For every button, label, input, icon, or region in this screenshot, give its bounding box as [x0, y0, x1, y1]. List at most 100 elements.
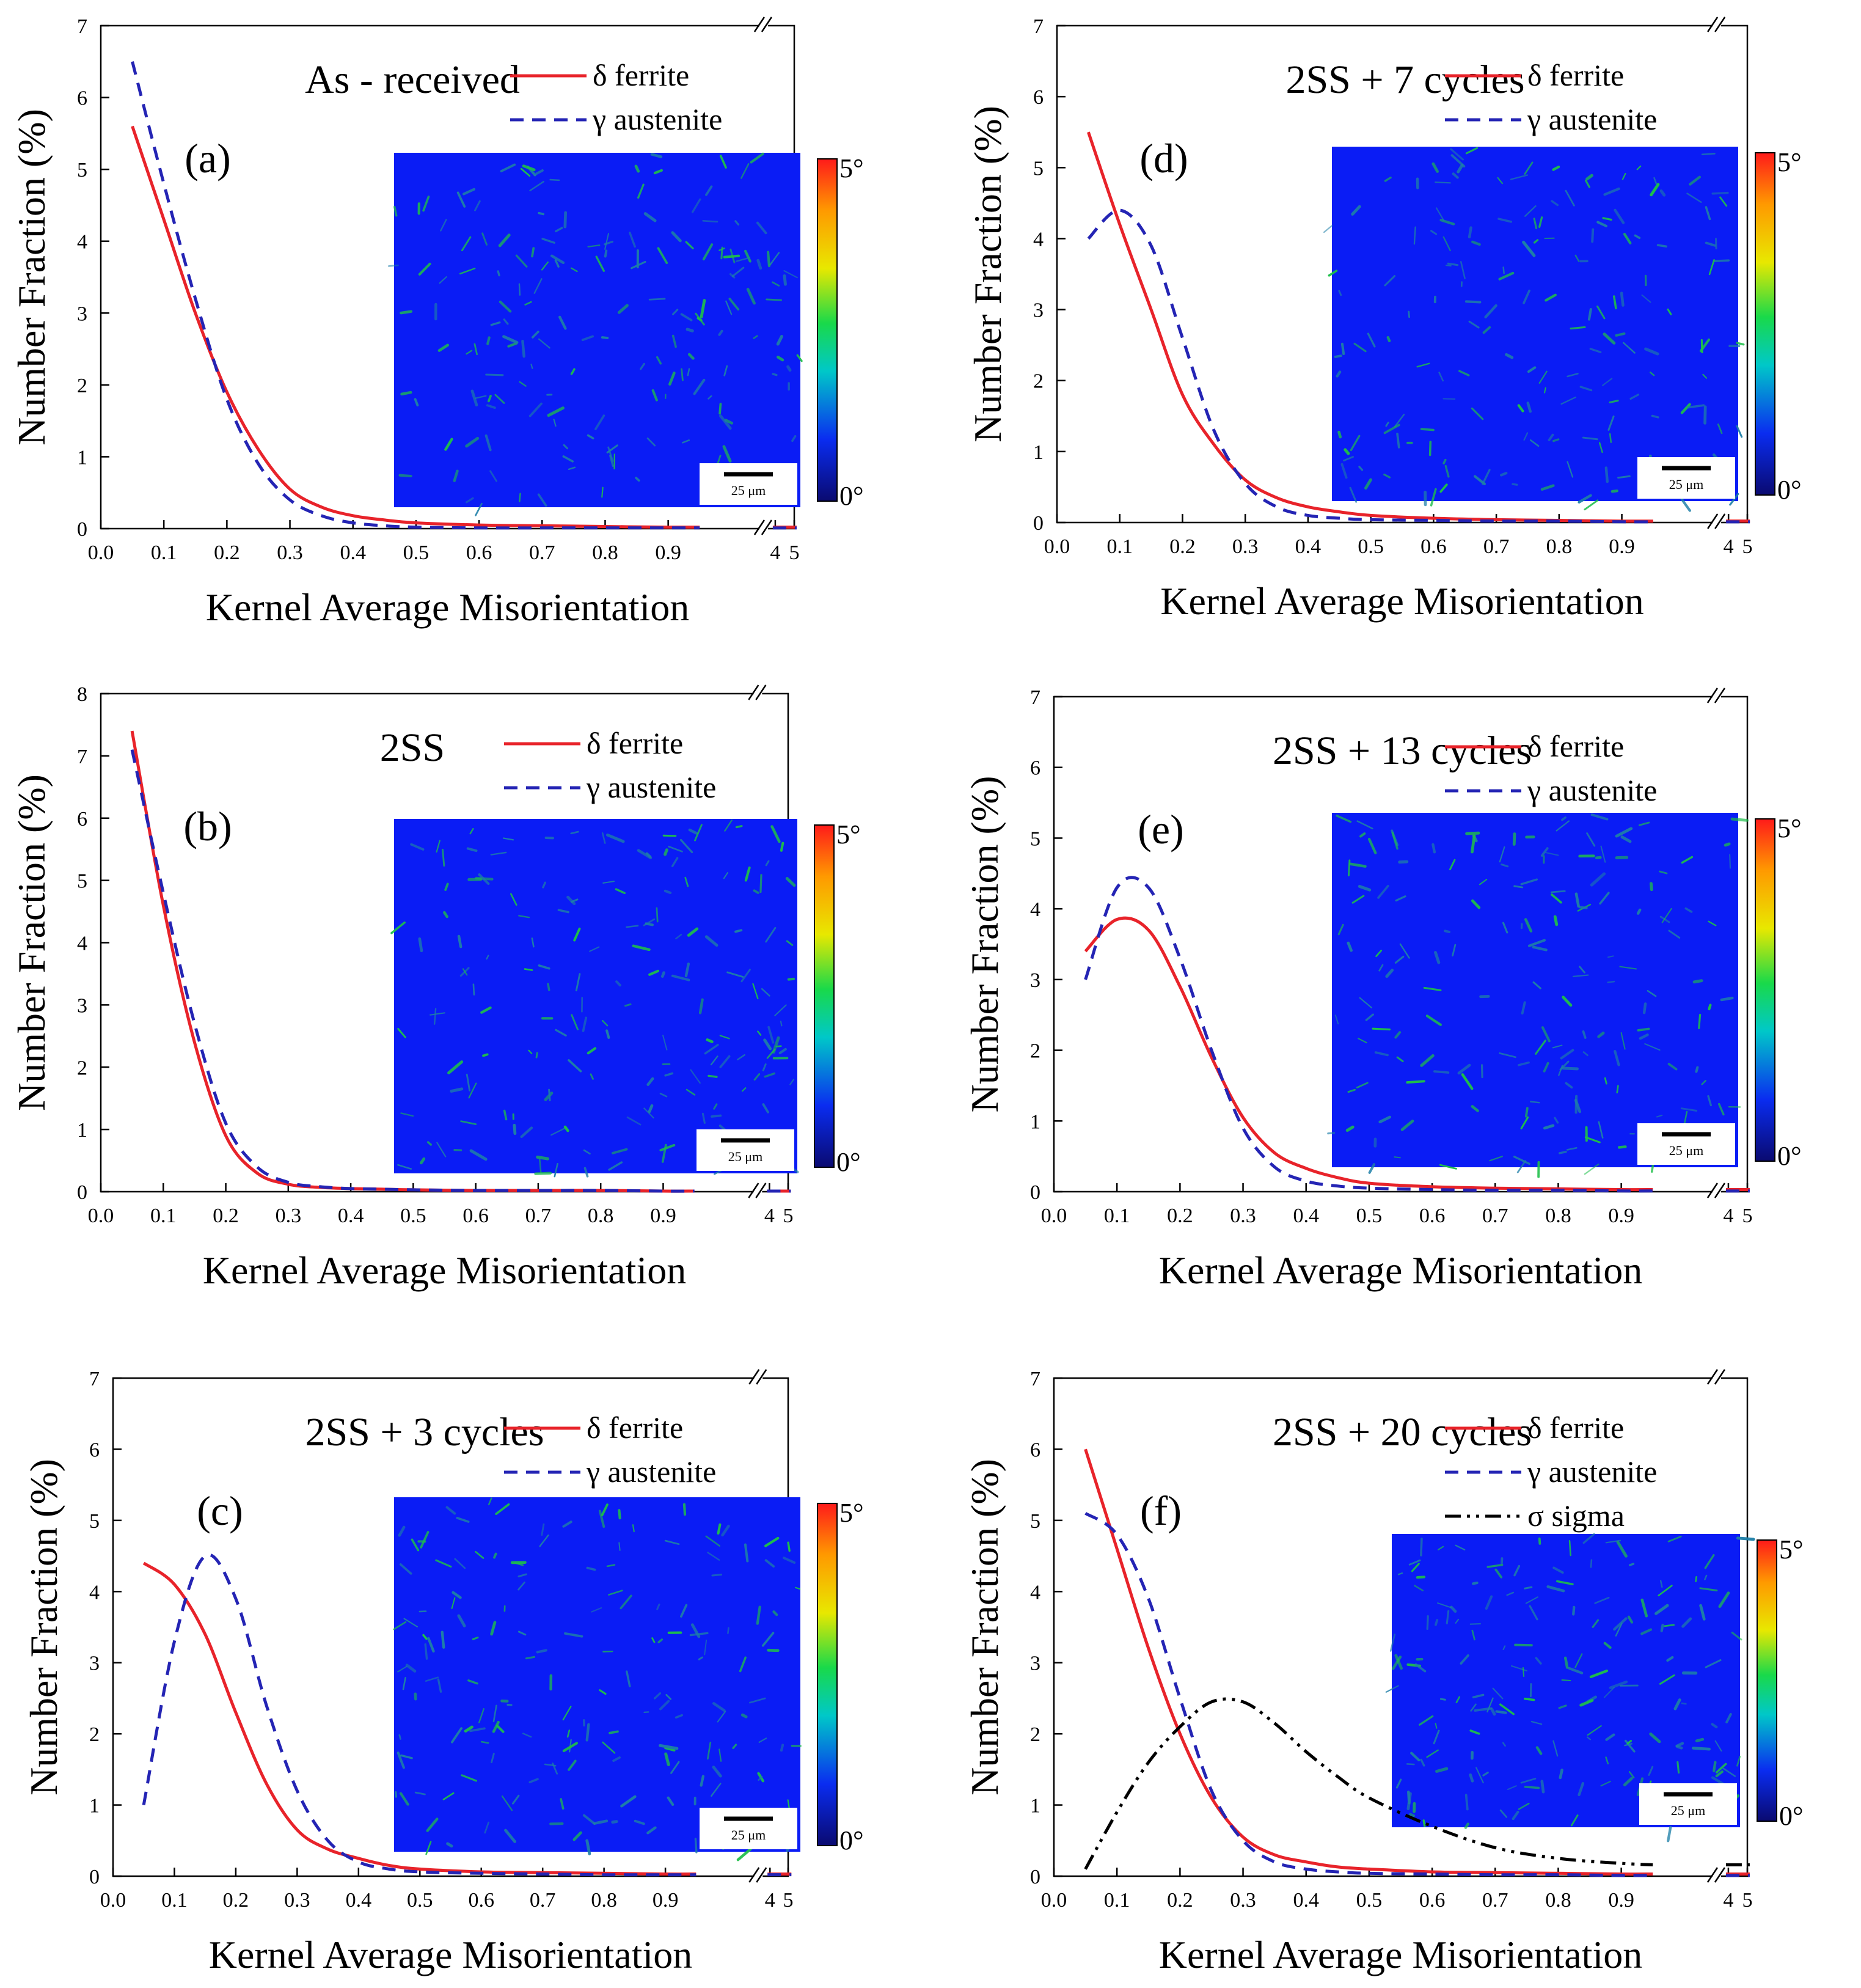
- ebsd-grain-feature: [390, 921, 406, 934]
- ebsd-grain-feature: [1604, 1077, 1607, 1085]
- ebsd-grain-feature: [1552, 1044, 1563, 1049]
- ebsd-grain-feature: [1708, 920, 1717, 926]
- legend-entry: γ austenite: [592, 102, 722, 136]
- y-tick-label: 2: [89, 1723, 100, 1746]
- ebsd-grain-feature: [1368, 1163, 1376, 1174]
- ebsd-grain-feature: [400, 310, 413, 315]
- ebsd-grain-feature: [1520, 878, 1538, 886]
- ebsd-grain-feature: [1465, 147, 1479, 155]
- ebsd-grain-feature: [426, 1141, 432, 1146]
- ebsd-grain-feature: [1420, 1538, 1423, 1557]
- ebsd-kam-map: 25 μm: [1385, 1533, 1755, 1843]
- x-tick-label: 0.4: [1293, 1205, 1319, 1227]
- ebsd-grain-feature: [547, 406, 565, 417]
- ebsd-grain-feature: [557, 909, 569, 914]
- ebsd-grain-feature: [1502, 1645, 1506, 1651]
- axis-break-mark: [1714, 17, 1726, 32]
- ebsd-grain-feature: [1364, 478, 1372, 490]
- ebsd-grain-feature: [475, 502, 483, 516]
- ebsd-grain-feature: [1383, 424, 1400, 435]
- ebsd-grain-feature: [590, 1073, 594, 1080]
- x-tick-label: 0.8: [1546, 535, 1573, 558]
- ebsd-grain-feature: [1692, 979, 1703, 984]
- ebsd-grain-feature: [1680, 498, 1691, 512]
- ebsd-grain-feature: [1502, 922, 1508, 934]
- ebsd-grain-feature: [587, 1047, 597, 1055]
- ebsd-grain-feature: [1521, 1001, 1526, 1015]
- ebsd-grain-feature: [1532, 981, 1541, 989]
- ebsd-grain-feature: [1640, 1598, 1648, 1618]
- axis-break-mark: [761, 519, 772, 535]
- ebsd-grain-feature: [520, 1126, 533, 1139]
- ebsd-grain-feature: [778, 1047, 787, 1055]
- ebsd-grain-feature: [1445, 265, 1452, 267]
- x-tick-label: 0.5: [407, 1889, 433, 1912]
- axis-break-mark: [1714, 1369, 1725, 1385]
- axis-break-mark: [761, 17, 772, 32]
- ebsd-grain-feature: [445, 1506, 456, 1515]
- ebsd-grain-feature: [1701, 1080, 1706, 1085]
- ebsd-grain-feature: [1413, 226, 1416, 245]
- ebsd-grain-feature: [1622, 342, 1636, 354]
- ebsd-grain-feature: [503, 1109, 508, 1121]
- ebsd-grain-feature: [499, 300, 512, 313]
- ebsd-grain-feature: [758, 1737, 767, 1743]
- panel-title: 2SS + 3 cycles: [305, 1410, 544, 1454]
- ebsd-grain-feature: [1535, 1040, 1546, 1055]
- ebsd-grain-feature: [399, 1792, 409, 1806]
- ebsd-grain-feature: [1384, 275, 1396, 287]
- ebsd-grain-feature: [518, 283, 521, 296]
- ebsd-grain-feature: [1529, 439, 1540, 447]
- ebsd-grain-feature: [648, 969, 660, 976]
- ebsd-grain-feature: [452, 1591, 462, 1599]
- legend-entry: δ ferrite: [587, 726, 683, 760]
- ebsd-grain-feature: [562, 1520, 572, 1528]
- ebsd-grain-feature: [1720, 996, 1734, 1002]
- ebsd-grain-feature: [1345, 1125, 1355, 1132]
- ebsd-grain-feature: [1327, 1132, 1336, 1135]
- ebsd-grain-feature: [400, 391, 412, 396]
- ebsd-grain-feature: [539, 1535, 549, 1547]
- ebsd-grain-feature: [740, 969, 751, 983]
- ebsd-grain-feature: [643, 212, 657, 222]
- colorbar-max-label: 5°: [839, 153, 864, 183]
- y-axis-title: Number Fraction (%): [966, 106, 1009, 442]
- panel-title: As - received: [305, 57, 520, 102]
- ebsd-grain-feature: [1457, 163, 1464, 174]
- ebsd-grain-feature: [1695, 1737, 1705, 1742]
- ebsd-grain-feature: [1567, 461, 1574, 478]
- ebsd-grain-feature: [637, 183, 645, 199]
- ebsd-grain-feature: [1578, 494, 1592, 504]
- axis-break-mark: [1706, 688, 1718, 703]
- ebsd-grain-feature: [1609, 400, 1619, 403]
- ebsd-grain-feature: [1736, 1755, 1741, 1767]
- ebsd-grain-feature: [393, 1621, 407, 1630]
- ebsd-grain-feature: [707, 395, 712, 400]
- ebsd-grain-feature: [1584, 499, 1599, 511]
- ebsd-grain-feature: [626, 1670, 631, 1687]
- ebsd-grain-feature: [585, 1723, 590, 1742]
- ebsd-grain-feature: [744, 249, 751, 263]
- ebsd-grain-feature: [717, 1523, 722, 1535]
- ebsd-grain-feature: [1703, 405, 1707, 425]
- ebsd-grain-feature: [430, 1012, 445, 1016]
- ebsd-grain-feature: [710, 1055, 718, 1066]
- ebsd-grain-feature: [456, 1517, 470, 1523]
- ebsd-grain-feature: [474, 395, 487, 399]
- ebsd-grain-feature: [1558, 1065, 1563, 1076]
- ebsd-grain-feature: [787, 1541, 791, 1552]
- ebsd-grain-feature: [612, 1756, 621, 1762]
- ebsd-grain-feature: [1636, 165, 1642, 171]
- ebsd-grain-feature: [1408, 1559, 1421, 1566]
- ebsd-grain-feature: [780, 1021, 783, 1027]
- scale-bar-label: 25 μm: [731, 483, 766, 498]
- scale-bar-box: [1637, 457, 1735, 499]
- ebsd-grain-feature: [698, 1656, 703, 1660]
- plot-frame: [1056, 24, 1749, 524]
- ebsd-grain-feature: [1530, 1101, 1540, 1104]
- ebsd-grain-feature: [602, 881, 615, 884]
- ebsd-grain-feature: [753, 335, 758, 339]
- ebsd-grain-feature: [520, 167, 531, 177]
- ebsd-grain-feature: [1605, 1539, 1622, 1544]
- ebsd-grain-feature: [1554, 1117, 1559, 1124]
